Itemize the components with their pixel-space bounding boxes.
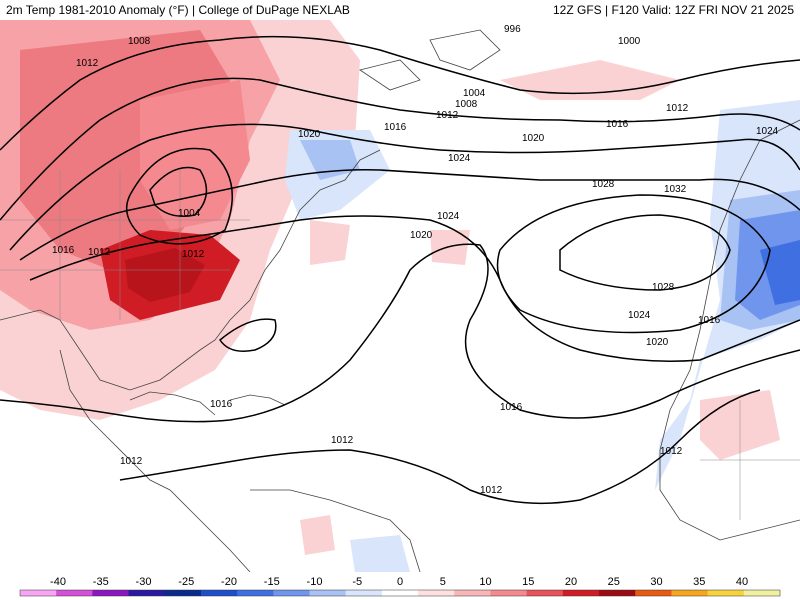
- isobar-label: 1012: [666, 103, 689, 114]
- legend-color-bin: [635, 590, 672, 596]
- isobar-label: 1012: [88, 247, 111, 258]
- legend-color-bin: [200, 590, 238, 596]
- isobar-label: 1024: [437, 211, 460, 222]
- isobar-labels: 1008 1012 996 1000 1004 1008 1012 1016 1…: [52, 24, 779, 496]
- isobar-label: 1016: [384, 122, 407, 133]
- isobar-label: 1016: [210, 399, 233, 410]
- isobar-label: 1012: [182, 249, 205, 260]
- map-title: 2m Temp 1981-2010 Anomaly (°F) | College…: [6, 3, 350, 17]
- color-scale-legend: -40 -35 -30 -25 -20 -15 -10 -5 0 5 10 15 20 25 30 35 40: [0, 572, 800, 600]
- cold-anomaly-shading: [285, 100, 800, 572]
- isobar-label: 1016: [698, 315, 721, 326]
- legend-tick-label: -5: [352, 576, 362, 588]
- legend-tick-label: -10: [307, 576, 323, 588]
- legend-color-bin: [128, 590, 166, 596]
- isobar-label: 1020: [410, 230, 433, 241]
- coastlines: [0, 29, 800, 572]
- isobar-label: 1012: [480, 485, 503, 496]
- isobar-label: 996: [504, 24, 521, 35]
- isobar-label: 1012: [331, 435, 354, 446]
- isobar-label: 1020: [646, 337, 669, 348]
- isobar-label: 1004: [463, 88, 486, 99]
- legend-tick-label: -35: [93, 576, 109, 588]
- legend-color-bin: [599, 590, 636, 596]
- legend-colorbar: -40 -35 -30 -25 -20 -15 -10 -5 0 5 10 15 20 25 30 35 40: [19, 576, 781, 597]
- legend-color-bin: [562, 590, 600, 596]
- legend-color-bin: [345, 590, 383, 596]
- legend-color-bin: [92, 590, 130, 596]
- model-run-info: 12Z GFS | F120 Valid: 12Z FRI NOV 21 202…: [552, 3, 794, 17]
- legend-tick-label: 10: [479, 576, 491, 588]
- isobar-label: 1024: [448, 153, 471, 164]
- legend-color-bin: [743, 590, 781, 596]
- legend-color-bin: [490, 590, 528, 596]
- legend-tick-label: 40: [736, 576, 748, 588]
- isobar-label: 1028: [592, 179, 615, 190]
- legend-color-bin: [309, 590, 347, 596]
- isobar-label: 1020: [522, 133, 545, 144]
- isobars: [0, 35, 800, 505]
- isobar-label: 1016: [52, 245, 75, 256]
- isobar-label: 1008: [128, 36, 151, 47]
- isobar-label: 1024: [628, 310, 651, 321]
- legend-tick-label: -15: [264, 576, 280, 588]
- isobar-label: 1016: [500, 402, 523, 413]
- legend-color-bin: [671, 590, 709, 596]
- legend-color-bin: [454, 590, 491, 596]
- isobar-label: 1020: [298, 129, 321, 140]
- map-header: 2m Temp 1981-2010 Anomaly (°F) | College…: [0, 0, 800, 20]
- isobar-label: 1028: [652, 282, 675, 293]
- legend-color-bin: [381, 590, 419, 596]
- legend-color-bin: [526, 590, 564, 596]
- legend-tick-label: 5: [440, 576, 446, 588]
- legend-color-bin: [20, 590, 57, 596]
- legend-tick-label: 25: [608, 576, 620, 588]
- legend-color-bin: [164, 590, 202, 596]
- isobar-label: 1012: [76, 58, 99, 69]
- isobar-label: 1012: [436, 110, 459, 121]
- legend-tick-label: -40: [50, 576, 66, 588]
- legend-tick-label: -25: [178, 576, 194, 588]
- legend-color-bin: [273, 590, 311, 596]
- legend-tick-label: 30: [650, 576, 662, 588]
- legend-tick-label: 35: [693, 576, 705, 588]
- legend-tick-label: -30: [136, 576, 152, 588]
- legend-tick-label: 0: [397, 576, 403, 588]
- legend-color-bin: [418, 590, 455, 596]
- isobar-label: 1004: [178, 208, 201, 219]
- legend-frame: [19, 589, 781, 597]
- legend-color-bars: [19, 589, 781, 597]
- isobar-label: 1008: [455, 99, 478, 110]
- isobar-label: 1032: [664, 184, 687, 195]
- legend-tick-label: -20: [221, 576, 237, 588]
- legend-tick-labels: -40 -35 -30 -25 -20 -15 -10 -5 0 5 10 15 20 25 30 35 40: [50, 576, 748, 588]
- isobar-label: 1024: [756, 126, 779, 137]
- state-borders: [0, 170, 800, 520]
- legend-tick-label: 20: [565, 576, 577, 588]
- legend-color-bin: [707, 590, 745, 596]
- legend-tick-label: 15: [522, 576, 534, 588]
- legend-color-bin: [237, 590, 274, 596]
- anomaly-map: 1008 1012 996 1000 1004 1008 1012 1016 1…: [0, 20, 800, 572]
- isobar-label: 1012: [660, 446, 683, 457]
- isobar-label: 1012: [120, 456, 143, 467]
- isobar-label: 1016: [606, 119, 629, 130]
- legend-color-bin: [56, 590, 93, 596]
- isobar-label: 1000: [618, 36, 641, 47]
